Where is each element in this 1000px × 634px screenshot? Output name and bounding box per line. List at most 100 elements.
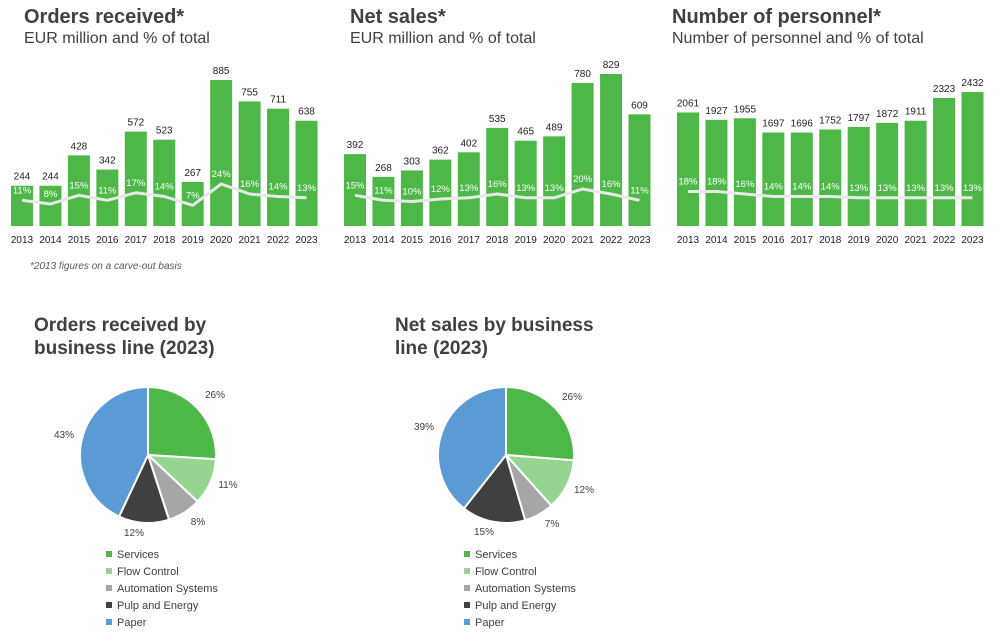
orders-legend-label: Flow Control <box>117 566 179 578</box>
netsales-x-tick-label: 2017 <box>458 235 481 246</box>
netsales-legend-swatch <box>464 619 470 625</box>
netsales-chart-subtitle: EUR million and % of total <box>350 30 536 47</box>
personnel-bar <box>876 122 899 226</box>
orders-legend-swatch <box>106 585 112 591</box>
netsales-bar <box>514 140 537 226</box>
netsales-bar <box>429 159 452 226</box>
personnel-value-label: 1797 <box>848 113 871 124</box>
personnel-bar <box>677 112 699 226</box>
netsales-pct-label: 16% <box>488 179 508 190</box>
netsales-pie-slice <box>505 385 575 462</box>
netsales-value-label: 392 <box>347 140 364 151</box>
orders-legend-label: Pulp and Energy <box>117 600 199 612</box>
personnel-value-label: 1696 <box>791 119 814 130</box>
orders-pct-label: 13% <box>297 183 317 194</box>
personnel-value-label: 2323 <box>933 84 956 95</box>
orders-value-label: 711 <box>270 95 286 106</box>
netsales-value-label: 780 <box>574 69 591 80</box>
personnel-bar <box>705 119 728 226</box>
orders-bar <box>11 185 33 226</box>
orders-pct-label: 7% <box>186 190 200 201</box>
orders-value-label: 885 <box>213 66 230 77</box>
netsales-x-tick-label: 2023 <box>628 235 651 246</box>
orders-legend-swatch <box>106 619 112 625</box>
orders-x-tick-label: 2015 <box>68 235 91 246</box>
orders-bar <box>67 155 90 226</box>
personnel-bar <box>762 132 785 226</box>
orders-x-tick-label: 2022 <box>267 235 290 246</box>
orders-pie-slice-label: 8% <box>191 517 206 528</box>
personnel-pct-label: 18% <box>678 177 698 188</box>
netsales-pct-label: 15% <box>345 180 365 191</box>
netsales-pie-slice-label: 15% <box>474 527 494 538</box>
orders-pct-label: 8% <box>44 189 58 200</box>
orders-bar <box>96 169 119 226</box>
orders-x-tick-label: 2017 <box>125 235 148 246</box>
netsales-bar <box>571 82 594 227</box>
orders-bar <box>210 80 233 226</box>
netsales-legend-label: Pulp and Energy <box>475 600 557 612</box>
personnel-chart-title: Number of personnel* <box>672 6 881 28</box>
netsales-x-tick-label: 2015 <box>401 235 424 246</box>
netsales-x-tick-label: 2014 <box>372 235 395 246</box>
orders-pct-label: 11% <box>98 185 117 196</box>
orders-bar <box>39 185 62 226</box>
netsales-bar <box>344 154 366 226</box>
orders-value-label: 267 <box>184 168 201 179</box>
orders-bar <box>295 120 318 226</box>
netsales-pie-slice-label: 26% <box>562 392 582 403</box>
personnel-pct-label: 14% <box>792 182 812 193</box>
orders-pct-label: 15% <box>69 180 89 191</box>
personnel-x-tick-label: 2022 <box>933 235 956 246</box>
personnel-chart-subtitle: Number of personnel and % of total <box>672 30 924 47</box>
orders-legend-label: Automation Systems <box>117 583 218 595</box>
netsales-pie-title: Net sales by business line (2023) <box>395 315 594 359</box>
orders-bar <box>238 101 261 226</box>
personnel-value-label: 1927 <box>705 106 728 117</box>
netsales-pie-slice <box>437 385 507 510</box>
netsales-pie-slice-label: 7% <box>545 519 560 530</box>
netsales-pct-label: 11% <box>374 185 393 196</box>
netsales-pct-label: 12% <box>431 184 451 195</box>
personnel-pct-label: 14% <box>821 182 841 193</box>
orders-bar <box>267 108 290 226</box>
orders-x-tick-label: 2023 <box>295 235 318 246</box>
netsales-value-label: 489 <box>546 122 563 133</box>
netsales-pct-label: 13% <box>545 183 565 194</box>
netsales-bar <box>600 74 623 226</box>
personnel-x-tick-label: 2020 <box>876 235 899 246</box>
netsales-pct-label: 20% <box>573 174 593 185</box>
netsales-pct-label: 11% <box>630 185 649 196</box>
netsales-x-tick-label: 2018 <box>486 235 509 246</box>
orders-value-label: 523 <box>156 126 173 137</box>
orders-pie-title: Orders received by business line (2023) <box>34 315 215 359</box>
netsales-legend-swatch <box>464 585 470 591</box>
netsales-x-tick-label: 2016 <box>429 235 452 246</box>
personnel-value-label: 1872 <box>876 109 899 120</box>
netsales-value-label: 829 <box>603 60 620 71</box>
netsales-bar <box>400 170 423 226</box>
orders-pct-label: 16% <box>240 179 260 190</box>
netsales-value-label: 362 <box>432 146 449 157</box>
personnel-x-tick-label: 2023 <box>961 235 984 246</box>
orders-legend-label: Paper <box>117 617 147 629</box>
netsales-chart-title: Net sales* <box>350 6 446 28</box>
netsales-pct-label: 13% <box>516 183 536 194</box>
netsales-pct-label: 16% <box>602 179 622 190</box>
netsales-value-label: 609 <box>631 100 648 111</box>
personnel-pct-label: 13% <box>849 183 869 194</box>
orders-x-tick-label: 2014 <box>39 235 62 246</box>
netsales-pct-label: 13% <box>459 183 479 194</box>
personnel-value-label: 1752 <box>819 115 842 126</box>
netsales-legend-label: Services <box>475 549 518 561</box>
personnel-x-tick-label: 2013 <box>677 235 700 246</box>
netsales-value-label: 303 <box>404 156 421 167</box>
netsales-legend-swatch <box>464 551 470 557</box>
personnel-x-tick-label: 2021 <box>904 235 927 246</box>
personnel-value-label: 1911 <box>905 107 927 118</box>
personnel-pct-label: 13% <box>906 183 926 194</box>
personnel-value-label: 2432 <box>961 78 984 89</box>
orders-pie-slice <box>79 385 149 518</box>
orders-x-tick-label: 2018 <box>153 235 176 246</box>
netsales-legend-label: Paper <box>475 617 505 629</box>
